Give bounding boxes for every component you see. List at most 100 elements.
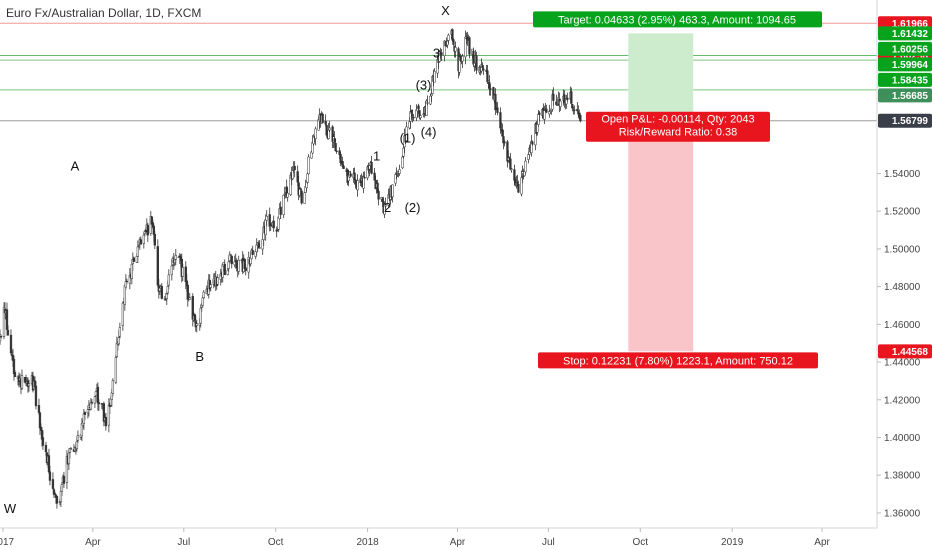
candle-body (0, 335, 3, 338)
y-tick-label[interactable]: 1.42000 (884, 395, 921, 406)
wave-label: W (4, 501, 17, 516)
candle-body (195, 323, 198, 326)
candle-body (545, 108, 548, 113)
price-label: 1.56799 (892, 116, 929, 127)
price-label: 1.44568 (892, 347, 929, 358)
candle-body (279, 206, 282, 215)
y-tick-label[interactable]: 1.54000 (884, 169, 921, 180)
candle-body (475, 55, 478, 71)
candle-body (160, 286, 163, 299)
x-tick-label[interactable]: 2018 (356, 537, 379, 548)
wave-label: B (195, 349, 204, 364)
candle-body (27, 383, 31, 387)
candle-body (496, 107, 499, 113)
y-tick-label[interactable]: 1.38000 (884, 471, 921, 482)
candle-body (251, 250, 254, 255)
candle-body (494, 94, 497, 111)
candle-body (5, 309, 9, 330)
y-tick-label[interactable]: 1.40000 (884, 433, 921, 444)
candle-body (156, 246, 159, 286)
price-label: 1.58435 (892, 75, 929, 86)
candle-body (282, 195, 285, 215)
target-zone[interactable] (628, 33, 694, 121)
price-axis[interactable]: 1.36000 1.38000 1.40000 1.42000 1.44000 1.460… (877, 169, 921, 519)
pnl-label-box (586, 111, 770, 142)
y-tick-label[interactable]: 1.44000 (884, 358, 921, 369)
candle-body (153, 233, 156, 246)
position-tool[interactable] (628, 33, 694, 352)
candle-body (209, 284, 212, 288)
candle-body (118, 327, 122, 337)
x-tick-label[interactable]: 2017 (0, 537, 15, 548)
candle-body (181, 267, 184, 277)
y-tick-label[interactable]: 1.36000 (884, 508, 921, 519)
candle-body (353, 172, 356, 180)
y-tick-label[interactable]: 1.46000 (884, 320, 921, 331)
candle-body (229, 254, 232, 256)
price-label-tag (878, 41, 932, 56)
price-label-tag (878, 72, 932, 87)
x-tick-label[interactable]: Apr (85, 537, 101, 548)
candle-body (300, 190, 303, 204)
y-tick-label[interactable]: 1.50000 (884, 244, 921, 255)
price-label: 1.60256 (892, 44, 929, 55)
candle-body (486, 70, 489, 83)
candle-body (34, 385, 38, 407)
candle-body (293, 165, 296, 171)
candle-body (430, 93, 433, 97)
y-tick-label[interactable]: 1.52000 (884, 207, 921, 218)
candle-body (186, 284, 189, 300)
candle-body (51, 479, 55, 489)
candle-body (244, 267, 247, 271)
candle-body (130, 264, 133, 279)
candle-body (166, 286, 169, 294)
candle-body (6, 329, 10, 336)
x-tick-label[interactable]: Oct (268, 537, 284, 548)
candle-body (230, 255, 233, 265)
candle-body (433, 71, 436, 83)
candle-body (237, 259, 240, 272)
x-tick-label[interactable]: Oct (632, 537, 648, 548)
candle-body (362, 176, 365, 189)
price-label-tag (878, 57, 932, 72)
candle-body (104, 417, 108, 427)
candle-body (53, 493, 57, 495)
candle-body (342, 165, 345, 169)
stop-label: Stop: 0.12231 (7.80%) 1223.1, Amount: 75… (563, 355, 793, 367)
wave-label: X (441, 3, 450, 18)
candle-body (90, 402, 94, 404)
candle-body (412, 116, 415, 119)
candle-body (13, 372, 17, 377)
candle-body (538, 112, 541, 115)
candle-body (401, 156, 404, 169)
candle-body (377, 190, 380, 200)
candle-body (328, 127, 331, 131)
candle-body (464, 36, 467, 58)
candle-body (111, 380, 115, 394)
price-label-tag (878, 88, 932, 103)
candle-body (443, 40, 446, 57)
candle-body (524, 160, 527, 173)
candle-body (65, 456, 69, 483)
time-axis[interactable]: 2017 Apr Jul Oct 2018 Apr Jul Oct 2019 Apr (0, 528, 831, 548)
candle-body (216, 277, 219, 285)
candle-body (165, 293, 168, 299)
price-label-tag (878, 344, 932, 359)
candle-body (136, 246, 139, 257)
y-tick-label[interactable]: 1.48000 (884, 282, 921, 293)
candle-body (327, 129, 330, 139)
candle-body (461, 56, 464, 62)
x-tick-label[interactable]: Jul (542, 537, 555, 548)
stop-zone[interactable] (628, 120, 694, 352)
x-tick-label[interactable]: 2019 (721, 537, 744, 548)
candle-body (405, 126, 408, 141)
x-tick-label[interactable]: Jul (177, 537, 190, 548)
x-tick-label[interactable]: Apr (814, 537, 830, 548)
candle-body (559, 100, 562, 107)
candle-body (142, 234, 145, 244)
target-label: Target: 0.04633 (2.95%) 463.3, Amount: 1… (558, 14, 796, 26)
wave-labels: W A B X 1 2 (1) (2) (3) (4) 3 (4, 3, 450, 516)
x-tick-label[interactable]: Apr (450, 537, 466, 548)
candle-body (226, 269, 229, 275)
wave-label: (2) (405, 200, 421, 215)
